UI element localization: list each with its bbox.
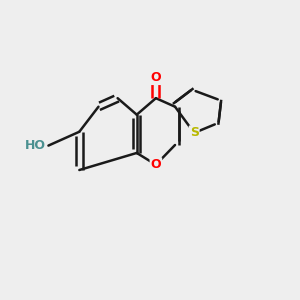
Text: O: O (151, 71, 161, 84)
Text: S: S (190, 126, 199, 140)
Text: HO: HO (25, 139, 46, 152)
Text: O: O (151, 158, 161, 171)
